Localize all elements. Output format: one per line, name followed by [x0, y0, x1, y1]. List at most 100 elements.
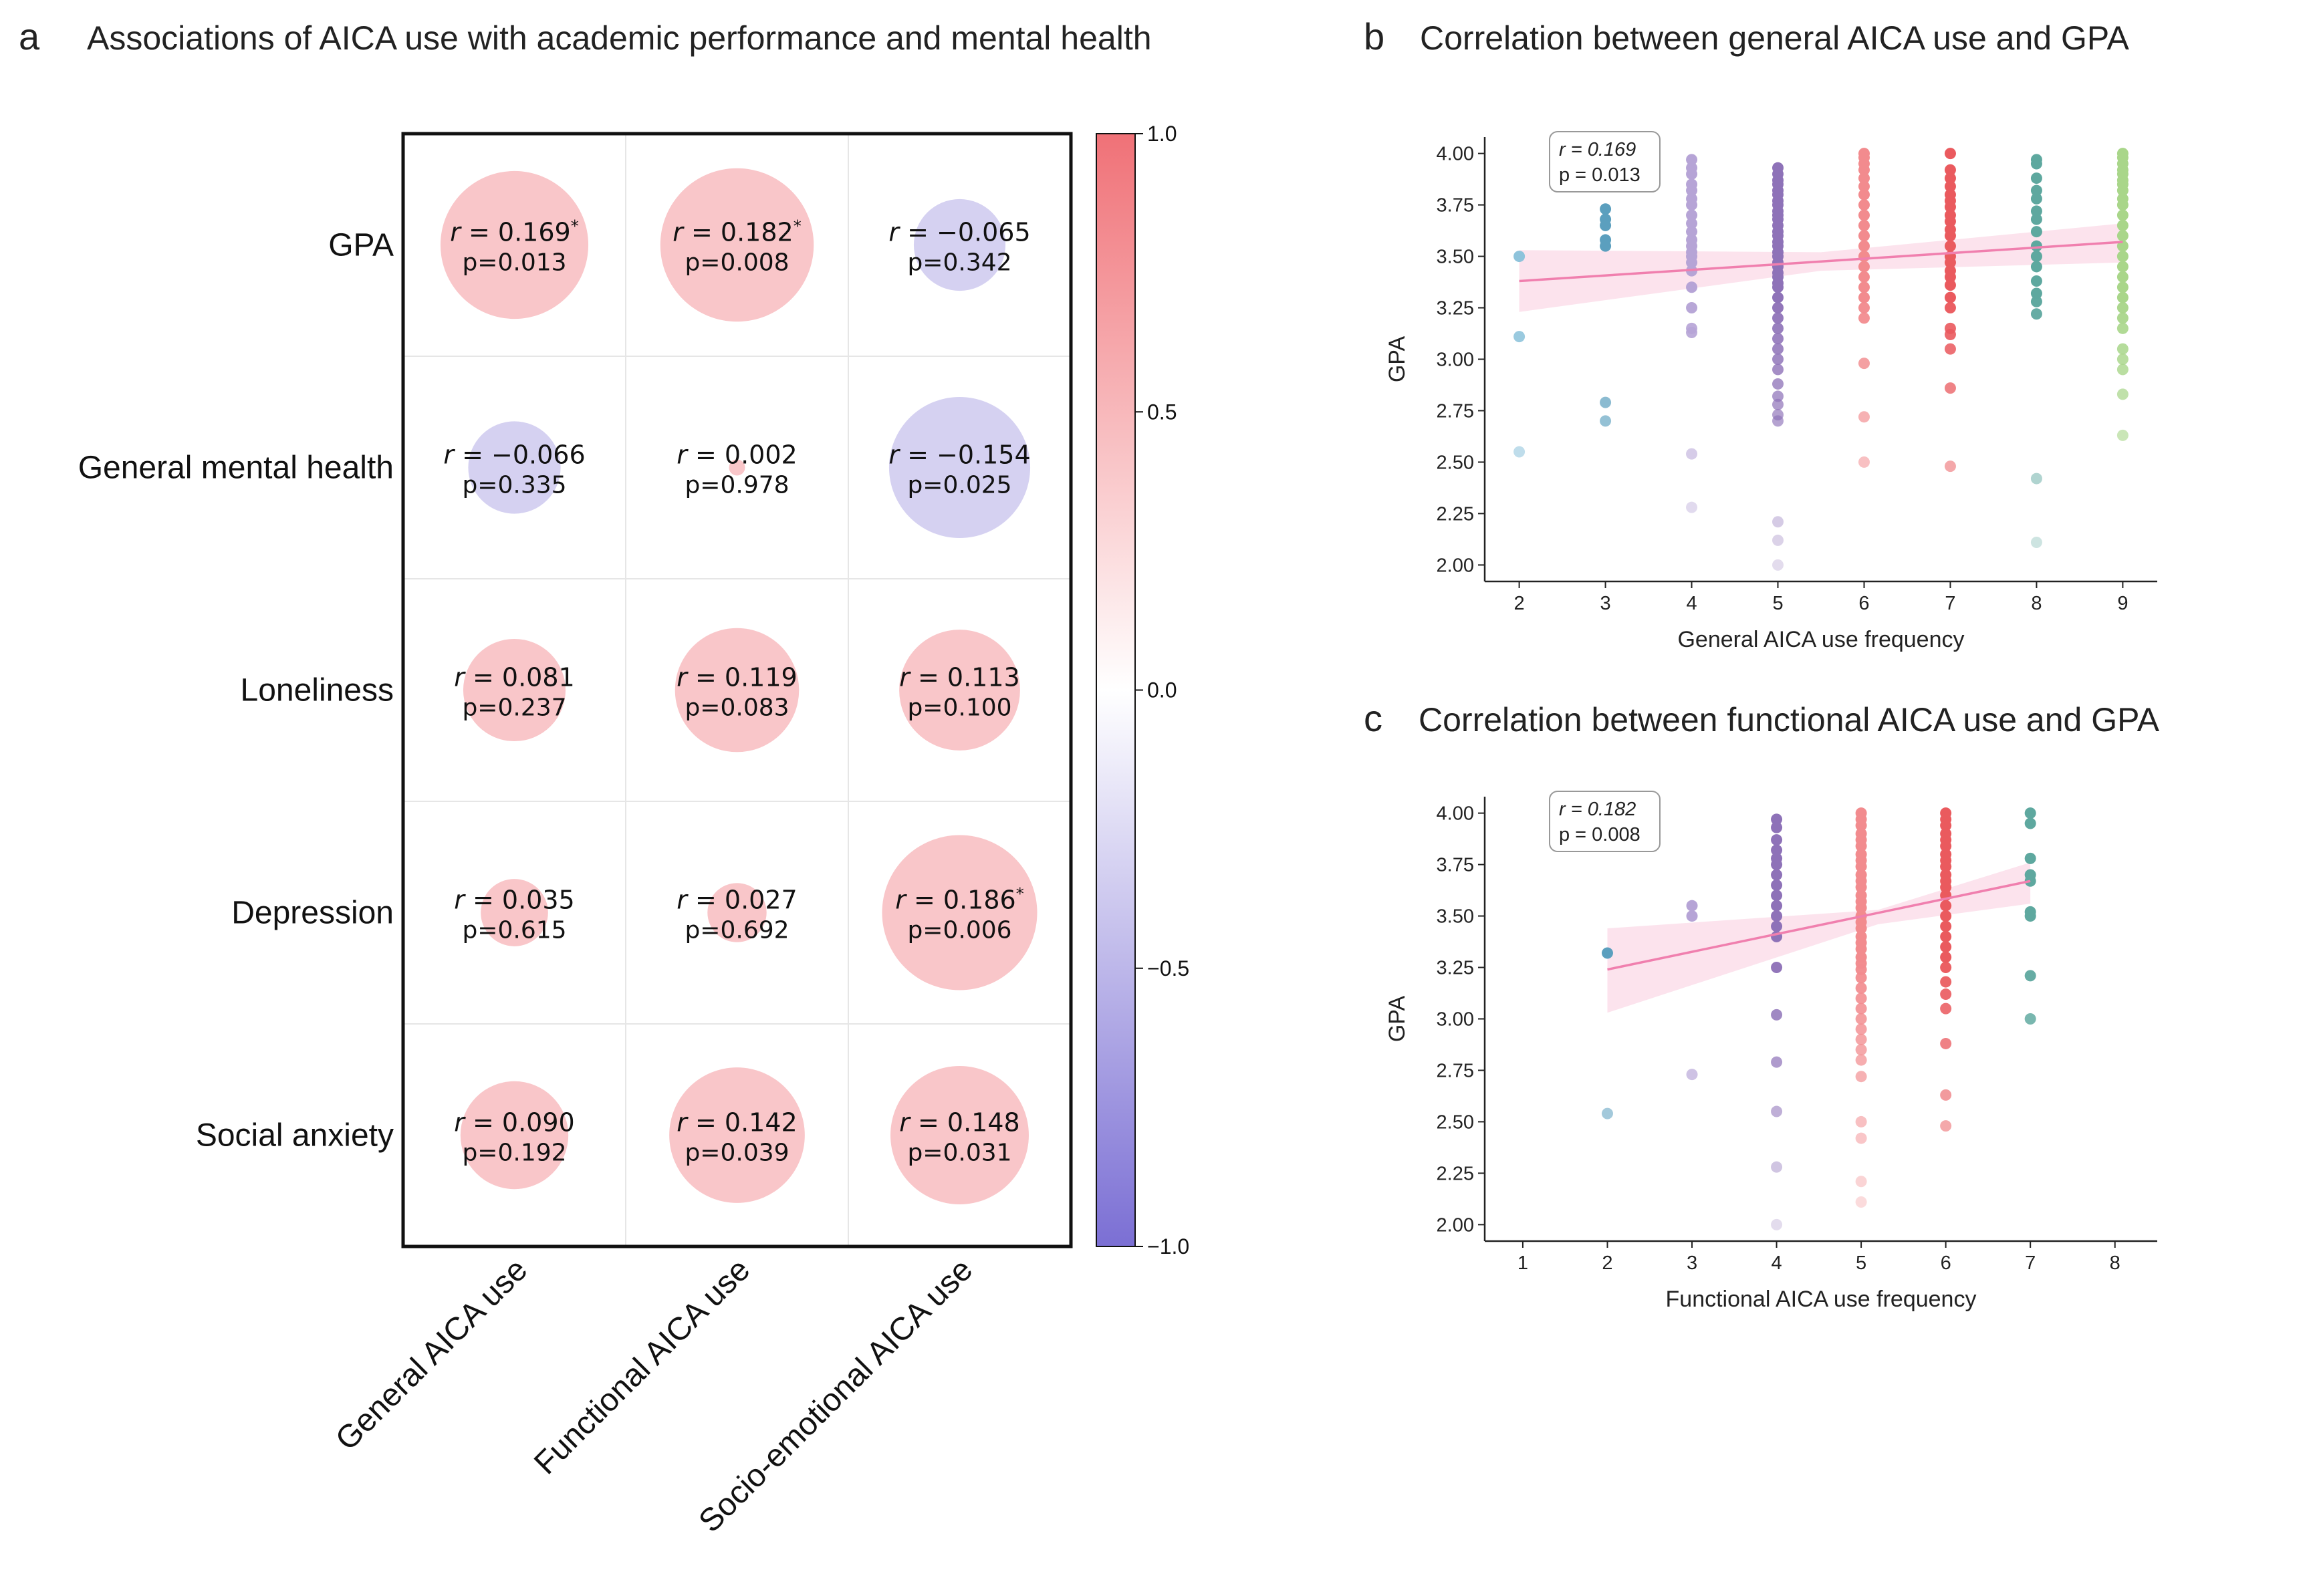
data-point — [1944, 215, 1956, 227]
data-point — [1940, 1003, 1952, 1015]
data-point — [1686, 257, 1698, 269]
y-tick-label: 3.00 — [1437, 1009, 1474, 1031]
data-point — [1855, 861, 1867, 873]
x-tick-label: 4 — [1686, 593, 1697, 614]
data-point — [1771, 859, 1783, 871]
data-point — [2116, 219, 2128, 231]
x-tick-label: 5 — [1856, 1252, 1866, 1274]
correlation-circle — [888, 396, 1031, 539]
data-point — [1600, 240, 1612, 252]
x-tick-label: 3 — [1687, 1252, 1697, 1274]
data-point — [1944, 164, 1956, 176]
cell-r-label: r = 0.090 — [454, 1108, 574, 1138]
data-point — [1686, 910, 1698, 922]
x-tick-label: 4 — [1771, 1252, 1782, 1274]
cell-r-label: r = 0.035 — [454, 886, 574, 915]
data-point — [1686, 1069, 1698, 1081]
cell-p-label: p=0.031 — [907, 1140, 1011, 1167]
data-point — [1855, 982, 1867, 994]
x-tick-label: 9 — [2117, 593, 2128, 614]
data-point — [1855, 1196, 1867, 1208]
data-point — [1772, 390, 1784, 402]
data-point — [1771, 834, 1783, 846]
colorbar-tick-label: 0.0 — [1147, 678, 1177, 702]
cell-r-label: r = 0.119 — [677, 663, 797, 692]
cell-r-label: r = −0.065 — [888, 218, 1030, 247]
data-point — [2030, 172, 2042, 184]
data-point — [1940, 840, 1952, 852]
data-point — [1944, 257, 1956, 269]
x-tick-label: 1 — [1517, 1252, 1528, 1274]
y-tick-label: 3.75 — [1437, 855, 1474, 876]
data-point — [1855, 1023, 1867, 1035]
cell-p-label: p=0.013 — [462, 249, 566, 277]
data-point — [2116, 364, 2128, 376]
y-tick-label: 3.25 — [1437, 298, 1474, 319]
data-point — [1772, 322, 1784, 334]
data-point — [1940, 962, 1952, 974]
x-tick-label: 8 — [2031, 593, 2042, 614]
stats-c-r: r = 0.182 — [1559, 799, 1636, 820]
data-point — [1940, 941, 1952, 953]
data-point — [1686, 900, 1698, 912]
data-point — [2030, 240, 2042, 252]
data-point — [1944, 240, 1956, 252]
data-point — [1686, 281, 1698, 293]
data-point — [1855, 922, 1867, 934]
data-point — [1858, 281, 1870, 293]
data-point — [2030, 295, 2042, 307]
data-point — [1600, 219, 1612, 231]
data-point — [1858, 219, 1870, 231]
correlation-circle — [882, 835, 1038, 990]
data-point — [2030, 205, 2042, 217]
data-point — [1772, 516, 1784, 528]
data-point — [1858, 358, 1870, 370]
cell-r-label: r = −0.066 — [443, 440, 585, 470]
x-tick-label: 5 — [1772, 593, 1783, 614]
column-label: General AICA use — [329, 1252, 534, 1457]
data-point — [1771, 920, 1783, 932]
data-point — [1944, 329, 1956, 341]
data-point — [1944, 180, 1956, 192]
data-point — [1686, 448, 1698, 460]
data-point — [1858, 291, 1870, 303]
data-point — [1771, 1105, 1783, 1117]
data-point — [1771, 844, 1783, 856]
x-axis-label: Functional AICA use frequency — [1666, 1287, 1977, 1312]
y-tick-label: 4.00 — [1437, 803, 1474, 825]
confidence-band — [1519, 223, 2123, 312]
data-point — [1940, 1037, 1952, 1049]
x-axis-label: General AICA use frequency — [1677, 627, 1964, 652]
data-point — [1944, 201, 1956, 213]
y-tick-label: 3.25 — [1437, 958, 1474, 979]
data-point — [1600, 415, 1612, 427]
data-point — [1858, 302, 1870, 314]
data-point — [1771, 962, 1783, 974]
y-tick-label: 2.00 — [1437, 1214, 1474, 1236]
y-tick-label: 2.25 — [1437, 1163, 1474, 1184]
cell-p-label: p=0.237 — [462, 694, 566, 722]
data-point — [1686, 209, 1698, 221]
x-tick-label: 7 — [2025, 1252, 2036, 1274]
colorbar-tick-label: −0.5 — [1147, 956, 1189, 980]
panel-a-title: Associations of AICA use with academic p… — [87, 19, 1152, 57]
y-tick-label: 3.50 — [1437, 247, 1474, 268]
data-point — [1858, 312, 1870, 324]
data-point — [1686, 501, 1698, 513]
data-point — [1944, 148, 1956, 160]
data-point — [2116, 429, 2128, 441]
cell-p-label: p=0.025 — [907, 472, 1011, 499]
data-point — [1940, 930, 1952, 942]
data-point — [1771, 1009, 1783, 1021]
cell-p-label: p=0.100 — [907, 694, 1011, 722]
x-tick-label: 2 — [1514, 593, 1525, 614]
stats-b-p: p = 0.013 — [1559, 164, 1640, 186]
data-point — [1855, 964, 1867, 976]
x-tick-label: 8 — [2110, 1252, 2120, 1274]
data-point — [1855, 943, 1867, 955]
y-tick-label: 2.75 — [1437, 1060, 1474, 1081]
colorbar-tick-label: 1.0 — [1147, 122, 1177, 146]
data-point — [2030, 275, 2042, 287]
data-point — [1855, 1054, 1867, 1066]
